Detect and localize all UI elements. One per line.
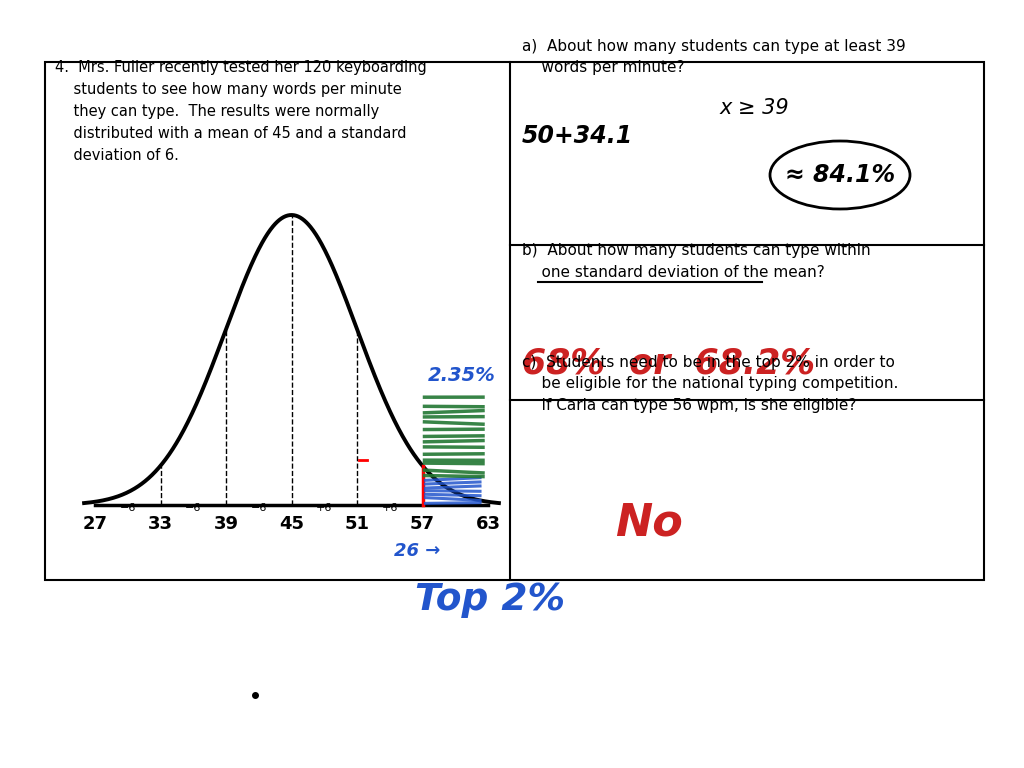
Text: 57: 57 [410,515,435,533]
Text: −6: −6 [185,503,202,513]
Text: they can type.  The results were normally: they can type. The results were normally [55,104,379,119]
Text: Top 2%: Top 2% [415,582,565,618]
Text: ≈ 84.1%: ≈ 84.1% [785,163,895,187]
Text: 33: 33 [148,515,173,533]
Text: deviation of 6.: deviation of 6. [55,148,179,163]
Text: b)  About how many students can type within: b) About how many students can type with… [522,243,870,258]
Text: distributed with a mean of 45 and a standard: distributed with a mean of 45 and a stan… [55,126,407,141]
Text: x ≥ 39: x ≥ 39 [720,98,790,118]
Text: students to see how many words per minute: students to see how many words per minut… [55,82,401,97]
Text: −6: −6 [251,503,267,513]
Text: 51: 51 [344,515,370,533]
Text: c)  Students need to be in the top 2% in order to
    be eligible for the nation: c) Students need to be in the top 2% in … [522,355,898,413]
Text: 2.35%: 2.35% [427,366,496,385]
Text: 39: 39 [213,515,239,533]
Text: 50+34.1: 50+34.1 [522,124,633,148]
Text: 63: 63 [475,515,501,533]
Text: 27: 27 [83,515,108,533]
Text: 26 →: 26 → [394,542,440,560]
Text: 4.  Mrs. Fuller recently tested her 120 keyboarding: 4. Mrs. Fuller recently tested her 120 k… [55,60,427,75]
Text: −6: −6 [120,503,136,513]
Text: one standard deviation of the mean?: one standard deviation of the mean? [522,265,824,280]
Text: +6: +6 [382,503,398,513]
Bar [45,62,984,580]
Text: No: No [615,502,683,545]
Text: +6: +6 [316,503,333,513]
Text: 45: 45 [279,515,304,533]
Text: a)  About how many students can type at least 39
    words per minute?: a) About how many students can type at l… [522,39,906,75]
Text: 68%  or  68.2%: 68% or 68.2% [522,346,815,380]
